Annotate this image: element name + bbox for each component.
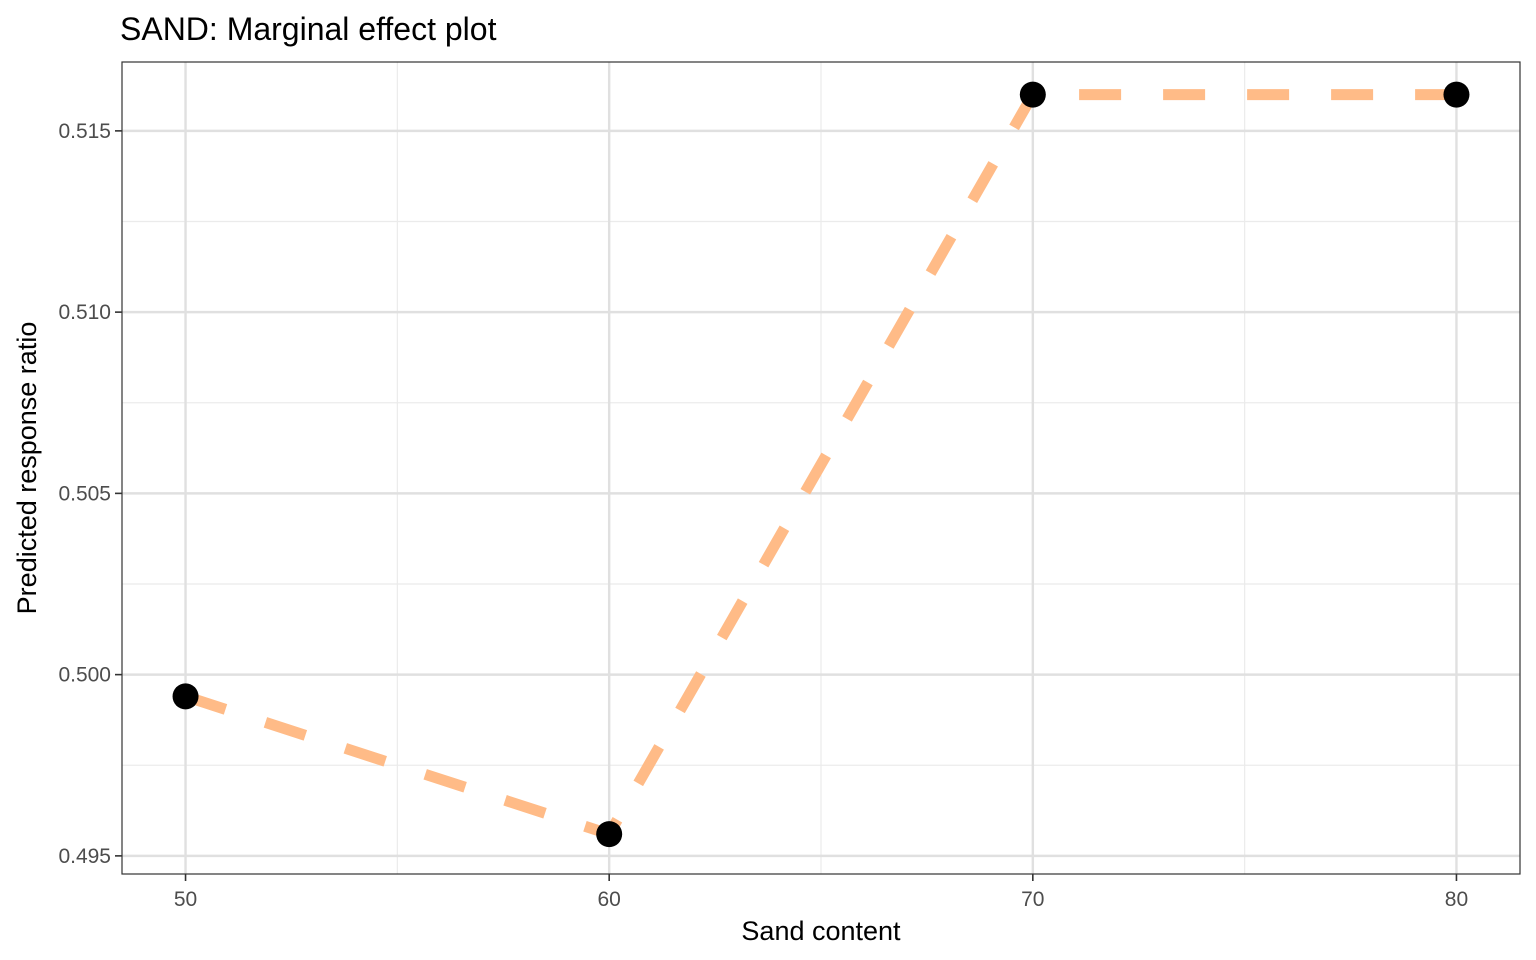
grid-lines — [122, 62, 1520, 874]
data-point — [1019, 81, 1046, 108]
y-tick-label: 0.510 — [58, 301, 111, 324]
data-point — [1443, 81, 1470, 108]
y-tick-label: 0.515 — [58, 120, 111, 143]
y-tick-label: 0.500 — [58, 664, 111, 687]
series-line-layer — [183, 89, 1457, 841]
chart-title: SAND: Marginal effect plot — [120, 11, 497, 47]
data-points — [172, 81, 1470, 848]
data-point — [172, 683, 199, 710]
y-axis-title: Predicted response ratio — [12, 322, 42, 615]
x-tick-label: 70 — [1021, 888, 1044, 911]
y-tick-label: 0.505 — [58, 482, 111, 505]
series-line — [183, 89, 1457, 841]
axes: 50 60 70 80 0.495 0.500 0.505 0.510 0.515 — [58, 120, 1468, 911]
x-tick-label: 60 — [598, 888, 621, 911]
data-point — [596, 821, 623, 848]
y-tick-label: 0.495 — [58, 845, 111, 868]
x-axis-title: Sand content — [741, 916, 901, 946]
x-tick-label: 50 — [174, 888, 197, 911]
x-tick-label: 80 — [1445, 888, 1468, 911]
plot-border — [121, 61, 1521, 875]
